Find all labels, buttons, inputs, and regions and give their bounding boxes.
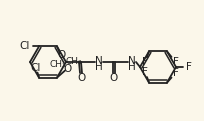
Text: N: N	[128, 56, 136, 66]
Text: O: O	[110, 73, 118, 83]
Text: O: O	[77, 73, 85, 83]
Text: H: H	[128, 62, 136, 72]
Text: H: H	[95, 62, 103, 72]
Text: O: O	[57, 50, 65, 60]
Text: F: F	[186, 62, 192, 72]
Text: N: N	[95, 56, 103, 66]
Text: F: F	[173, 57, 179, 67]
Text: F: F	[173, 68, 179, 78]
Text: F: F	[142, 57, 148, 67]
Text: CH₃: CH₃	[50, 60, 66, 69]
Text: Cl: Cl	[20, 41, 30, 51]
Text: F: F	[142, 67, 148, 77]
Text: Cl: Cl	[31, 63, 41, 73]
Text: CH₃: CH₃	[66, 57, 82, 66]
Text: O: O	[63, 64, 71, 74]
